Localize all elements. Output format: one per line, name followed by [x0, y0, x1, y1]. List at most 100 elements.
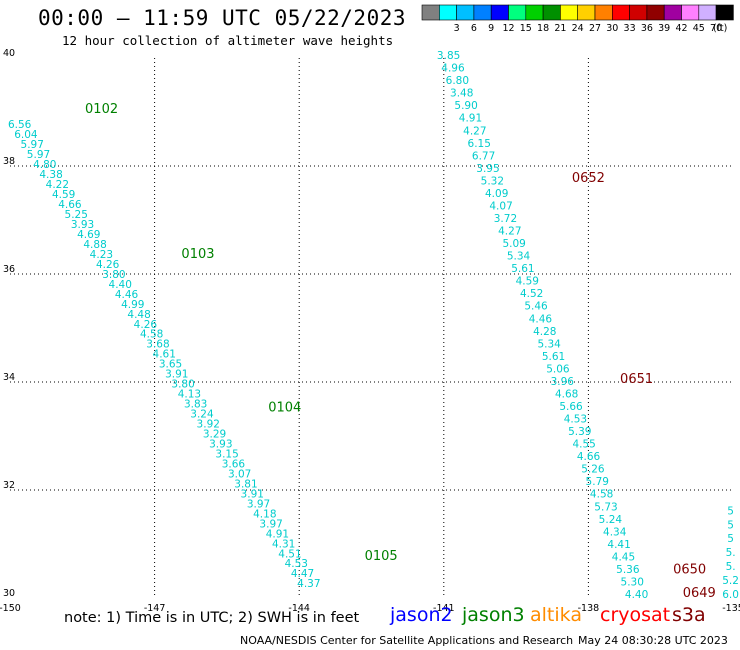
swh-value-label: 3.93 [209, 439, 232, 451]
swh-value-label: 5.06 [546, 363, 570, 375]
swh-value-label: 5.34 [537, 338, 561, 350]
swh-value-label: 4.31 [272, 538, 295, 550]
lat-tick-label: 38 [3, 156, 15, 167]
swh-value-label: 3.96 [551, 376, 575, 388]
pass-time-label: 0102 [85, 102, 118, 117]
swh-value-label: 6.77 [472, 150, 495, 162]
swh-value-label: 4.66 [58, 199, 82, 211]
swh-value-label: 3.92 [197, 419, 220, 431]
swh-value-label: 5.90 [454, 100, 477, 112]
swh-value-label: 4.37 [297, 578, 320, 590]
swh-value-label: 3.91 [241, 488, 264, 500]
lat-tick-label: 32 [3, 480, 15, 491]
swh-value-label: 4.66 [577, 451, 601, 463]
swh-value-label: 4.91 [266, 528, 289, 540]
swh-value-label: 4.46 [115, 289, 139, 301]
legend-tick-label: 24 [572, 23, 584, 34]
swh-value-label: 5 [727, 533, 734, 545]
legend-tick-label: 6 [471, 23, 477, 34]
swh-value-label: 4.96 [441, 63, 465, 75]
legend-tick-label: 21 [554, 23, 566, 34]
swh-value-label: 5 [727, 519, 734, 531]
lon-tick-label: -147 [144, 603, 166, 614]
swh-value-label: 5.09 [502, 238, 525, 250]
legend-jason3: jason3 [462, 604, 525, 626]
legend-tick-label: 3 [454, 23, 460, 34]
swh-value-label: 5.73 [594, 501, 617, 513]
swh-value-label: 5.79 [586, 476, 609, 488]
swh-value-label: 4.53 [285, 558, 308, 570]
legend-tick-label: 12 [502, 23, 514, 34]
swh-value-label: 5.30 [621, 576, 644, 588]
swh-value-label: 4.26 [134, 319, 158, 331]
swh-value-label: 4.58 [590, 489, 613, 501]
swh-value-label: 4.28 [533, 326, 556, 338]
swh-value-label: 4.59 [52, 189, 75, 201]
swh-value-label: 3.15 [215, 448, 238, 460]
swh-value-label: 5.97 [21, 139, 44, 151]
lat-tick-label: 40 [3, 48, 15, 59]
lon-tick-label: -150 [0, 603, 21, 614]
pass-time-label: 0105 [365, 549, 398, 564]
legend-s3a: s3a [672, 604, 706, 626]
swh-value-label: 4.13 [178, 389, 201, 401]
legend-tick-label: 39 [658, 23, 670, 34]
legend-altika: altika [530, 604, 582, 626]
legend-tick-label: 42 [675, 23, 687, 34]
legend-unit: (ft) [713, 23, 727, 34]
swh-value-label: 4.45 [612, 551, 635, 563]
swh-value-label: 4.59 [516, 276, 539, 288]
swh-value-label: 3.85 [437, 50, 460, 62]
swh-value-label: 5 [727, 505, 734, 517]
swh-value-label: 5. [726, 561, 736, 573]
swh-value-label: 4.26 [96, 259, 120, 271]
swh-value-label: 4.38 [39, 169, 62, 181]
swh-value-label: 5.26 [581, 464, 605, 476]
swh-value-label: 5.25 [65, 209, 88, 221]
swh-value-label: 5.97 [27, 149, 50, 161]
swh-value-label: 4.09 [485, 188, 508, 200]
pass-time-label: 0103 [181, 247, 214, 262]
map-subtitle: 12 hour collection of altimeter wave hei… [62, 33, 394, 48]
swh-value-label: 3.29 [203, 429, 226, 441]
legend-tick-label: 18 [537, 23, 549, 34]
swh-value-label: 5. [726, 547, 736, 559]
swh-value-label: 3.97 [259, 518, 282, 530]
swh-value-label: 4.41 [607, 539, 630, 551]
swh-value-label: 4.88 [83, 239, 106, 251]
swh-value-label: 4.58 [140, 329, 163, 341]
swh-value-label: 3.93 [71, 219, 94, 231]
lat-tick-label: 36 [3, 264, 15, 275]
swh-value-label: 6.0 [722, 589, 739, 601]
swh-value-label: 4.68 [555, 388, 578, 400]
swh-value-label: 4.80 [33, 159, 56, 171]
generated-timestamp: May 24 08:30:28 UTC 2023 [578, 634, 728, 647]
swh-value-label: 4.53 [564, 414, 587, 426]
swh-value-label: 4.52 [520, 288, 543, 300]
legend-tick-label: 30 [606, 23, 618, 34]
lon-tick-label: -141 [433, 603, 455, 614]
swh-value-label: 4.61 [153, 349, 176, 361]
swh-value-label: 5.36 [616, 564, 640, 576]
swh-value-label: 4.51 [278, 548, 301, 560]
pass-time-label: 0651 [620, 372, 653, 387]
swh-value-label: 3.80 [171, 379, 194, 391]
swh-value-label: 5.61 [542, 351, 565, 363]
map-title: 00:00 — 11:59 UTC 05/22/2023 [38, 6, 407, 30]
swh-value-label: 6.56 [8, 119, 32, 131]
swh-value-label: 3.66 [222, 458, 246, 470]
lon-tick-label: -144 [288, 603, 310, 614]
lon-tick-label: -138 [578, 603, 600, 614]
swh-value-label: 4.27 [463, 125, 486, 137]
lat-tick-label: 34 [3, 372, 15, 383]
pass-time-label: 0104 [268, 401, 301, 416]
swh-value-label: 3.07 [228, 468, 251, 480]
swh-value-label: 5.66 [559, 401, 583, 413]
swh-value-label: 3.65 [159, 359, 182, 371]
swh-value-label: 4.27 [498, 226, 521, 238]
swh-value-label: 5.39 [568, 426, 591, 438]
swh-value-label: 5.61 [511, 263, 534, 275]
swh-value-label: 5.34 [507, 251, 531, 263]
swh-value-label: 4.91 [459, 113, 482, 125]
